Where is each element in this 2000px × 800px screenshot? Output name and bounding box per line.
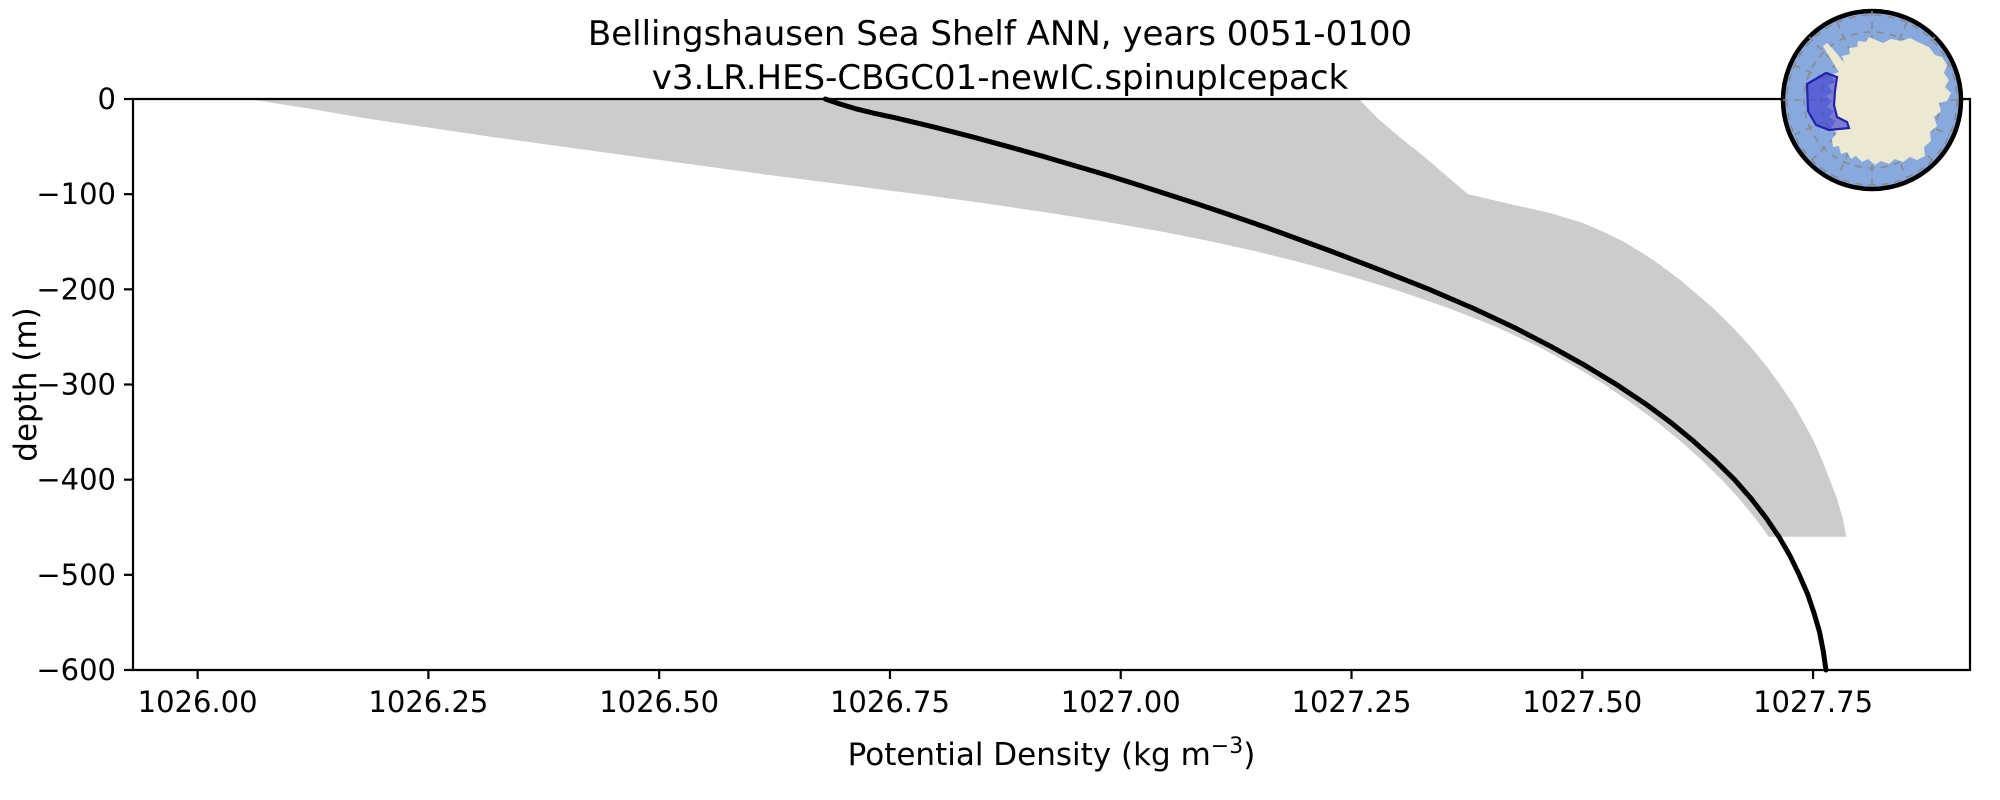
y-tick-label: −500 <box>36 558 116 592</box>
x-tick-label: 1027.00 <box>1061 685 1181 719</box>
spread-band <box>248 99 1847 537</box>
antarctic-peninsula <box>1823 43 1861 95</box>
x-tick-label: 1026.75 <box>830 685 950 719</box>
antarctica-inset-svg <box>1780 8 1964 192</box>
y-tick-label: −300 <box>36 368 116 402</box>
antarctica-landmass <box>1826 37 1951 165</box>
x-axis-ticks: 1026.00 1026.25 1026.50 1026.75 1027.00 1027.… <box>138 670 1873 719</box>
mean-profile-line <box>822 96 1829 673</box>
y-tick-label: −600 <box>36 653 116 687</box>
bellingshausen-region-highlight <box>1805 71 1851 132</box>
y-axis-label: depth (m) <box>8 307 44 461</box>
x-tick-label: 1027.75 <box>1753 685 1873 719</box>
y-tick-label: −100 <box>36 177 116 211</box>
y-axis-ticks: 0 −100 −200 −300 −400 −500 −600 <box>36 82 133 687</box>
x-tick-label: 1027.25 <box>1292 685 1412 719</box>
x-tick-label: 1026.50 <box>599 685 719 719</box>
x-axis-label: Potential Density (kg m−3) <box>848 734 1256 773</box>
x-tick-label: 1026.25 <box>368 685 488 719</box>
x-tick-label: 1027.50 <box>1522 685 1642 719</box>
x-tick-label: 1026.00 <box>138 685 258 719</box>
y-tick-label: −400 <box>36 463 116 497</box>
mean-profile-path <box>822 96 1829 673</box>
spread-band-path <box>248 99 1847 537</box>
antarctica-inset-map <box>1779 7 1965 193</box>
y-tick-label: 0 <box>98 82 116 116</box>
y-tick-label: −200 <box>36 272 116 306</box>
